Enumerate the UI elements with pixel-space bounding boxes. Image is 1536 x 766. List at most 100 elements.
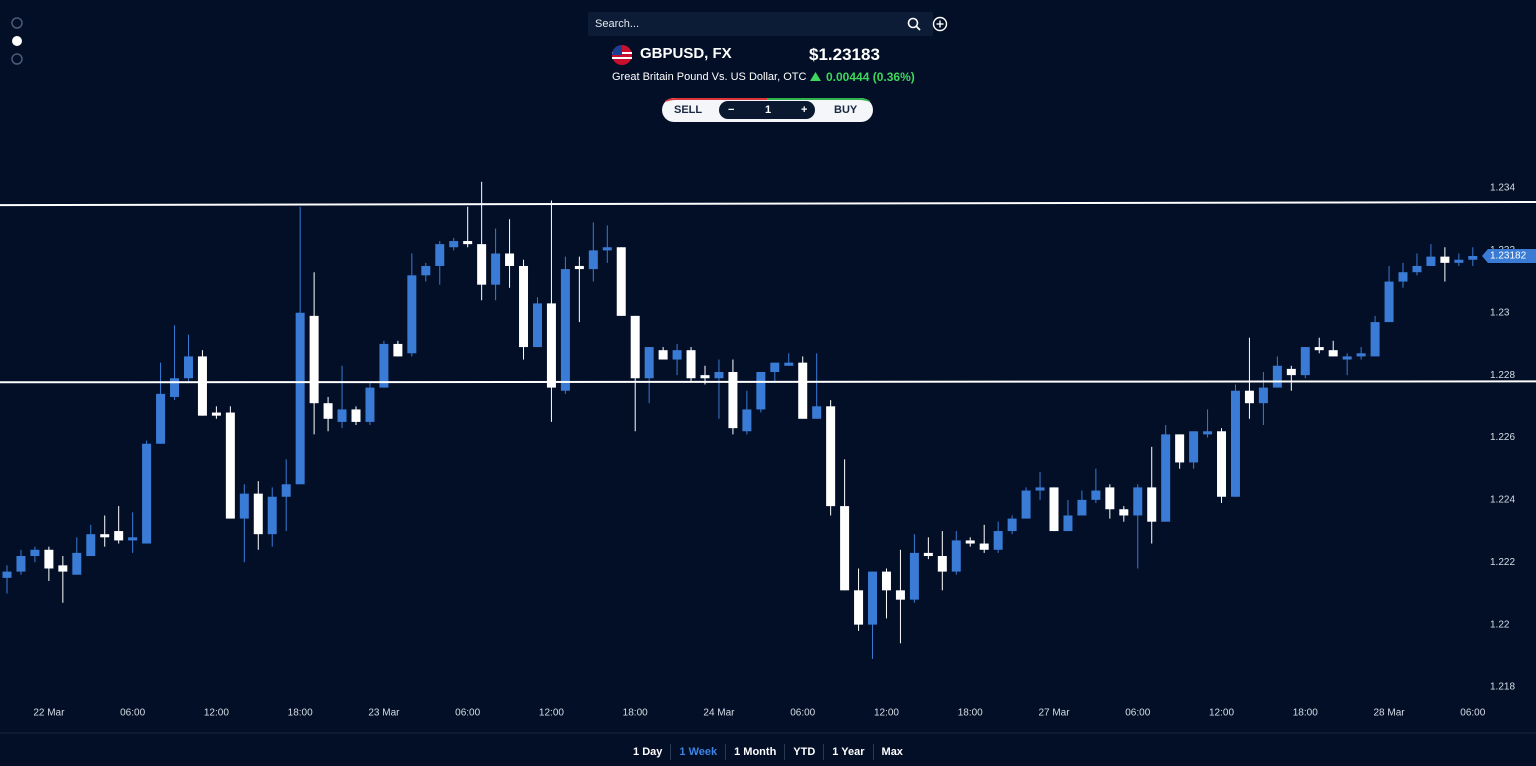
candle-body	[225, 412, 235, 519]
y-tick-label: 1.218	[1490, 682, 1515, 693]
range-selector: 1 Day 1 Week 1 Month YTD 1 Year Max	[0, 744, 1536, 760]
candle-body	[281, 484, 291, 497]
candle-body	[658, 350, 668, 360]
trade-widget: SELL − 1 + BUY	[662, 98, 873, 122]
symbol: GBPUSD, FX	[640, 45, 732, 62]
y-tick-label: 1.226	[1490, 432, 1515, 443]
minus-button[interactable]: −	[728, 104, 735, 116]
y-tick-label: 1.228	[1490, 370, 1515, 381]
sell-button[interactable]: SELL	[674, 104, 703, 116]
candle-body	[742, 409, 752, 432]
candle-body	[602, 247, 612, 251]
range-button[interactable]: 1 Year	[823, 744, 872, 760]
candle-body	[239, 493, 249, 519]
search-box[interactable]: Search...	[588, 12, 933, 36]
candle-body	[393, 343, 403, 357]
candle-body	[30, 549, 40, 557]
candle-body	[854, 590, 864, 625]
candle-body	[672, 350, 682, 360]
candle-body	[421, 265, 431, 276]
x-tick-label: 24 Mar	[703, 708, 735, 719]
candle-body	[2, 571, 12, 578]
candle-body	[491, 253, 501, 285]
plus-button[interactable]: +	[801, 104, 808, 116]
candle-body	[351, 409, 361, 422]
candle-body	[700, 375, 710, 379]
range-button[interactable]: 1 Week	[670, 744, 725, 760]
search-icon[interactable]	[907, 17, 919, 29]
up-arrow	[810, 72, 821, 81]
candle-body	[1147, 487, 1157, 522]
candle-body	[407, 275, 417, 354]
icon[interactable]	[11, 53, 23, 65]
candle-body	[1217, 431, 1227, 497]
candle-body	[993, 531, 1003, 550]
x-tick-label: 18:00	[623, 708, 648, 719]
search-placeholder: Search...	[595, 18, 640, 30]
candle-body	[379, 343, 389, 388]
candle-body	[574, 265, 584, 270]
candle-body	[1300, 347, 1310, 376]
x-tick-label: 22 Mar	[33, 708, 65, 719]
candle-body	[1412, 265, 1422, 273]
description: Great Britain Pound Vs. US Dollar, OTC	[612, 71, 807, 83]
candle-body	[44, 549, 54, 569]
candle-body	[267, 496, 277, 535]
candle-body	[840, 506, 850, 591]
x-tick-label: 28 Mar	[1373, 708, 1405, 719]
quantity[interactable]: 1	[765, 104, 772, 116]
candle-body	[784, 362, 794, 366]
candle-body	[142, 443, 152, 544]
up-arrow	[810, 72, 821, 81]
candle-body	[1175, 434, 1185, 463]
candle-body	[909, 552, 919, 600]
range-button[interactable]: 1 Day	[633, 746, 663, 758]
candle-body	[16, 556, 26, 572]
candle-body	[881, 571, 891, 591]
candle-body	[1133, 487, 1143, 516]
candle-body	[463, 241, 473, 245]
candle-body	[337, 409, 347, 422]
candle-body	[183, 356, 193, 379]
buy-border	[767, 98, 870, 102]
candle-body	[295, 312, 305, 485]
x-tick-label: 06:00	[455, 708, 480, 719]
candle-body	[1244, 390, 1254, 404]
candle-body	[1272, 365, 1282, 388]
candle-body	[644, 347, 654, 379]
candle-body	[1454, 259, 1464, 263]
last-price-tag	[1482, 248, 1536, 263]
candle-body	[365, 387, 375, 422]
candle-body	[798, 362, 808, 419]
candle-body	[616, 247, 626, 316]
search-icons	[907, 16, 948, 32]
x-tick-label: 23 Mar	[368, 708, 400, 719]
candle-body	[826, 406, 836, 507]
candle-body	[449, 241, 459, 248]
icon[interactable]	[11, 17, 23, 29]
x-tick-label: 12:00	[539, 708, 564, 719]
candle-body	[686, 350, 696, 379]
range-button[interactable]: Max	[872, 744, 911, 760]
trade-borders	[665, 98, 870, 102]
candle-body	[505, 253, 515, 266]
candle-body	[86, 534, 96, 557]
candle-body	[1440, 256, 1450, 263]
candle-body	[100, 534, 110, 538]
candle-body	[1161, 434, 1171, 522]
candle-body	[1230, 390, 1240, 497]
candle-body	[211, 412, 221, 416]
candle-body	[1203, 431, 1213, 435]
icon[interactable]	[12, 36, 22, 46]
range-button[interactable]: YTD	[784, 744, 823, 760]
candle-body	[965, 540, 975, 544]
candle-body	[1342, 356, 1352, 360]
range-button[interactable]: 1 Month	[725, 744, 784, 760]
add-icon[interactable]	[932, 16, 948, 32]
buy-button[interactable]: BUY	[834, 104, 858, 116]
candle-body	[1035, 487, 1045, 491]
price-change: 0.00444 (0.36%)	[826, 70, 915, 84]
candle-body	[323, 403, 333, 419]
